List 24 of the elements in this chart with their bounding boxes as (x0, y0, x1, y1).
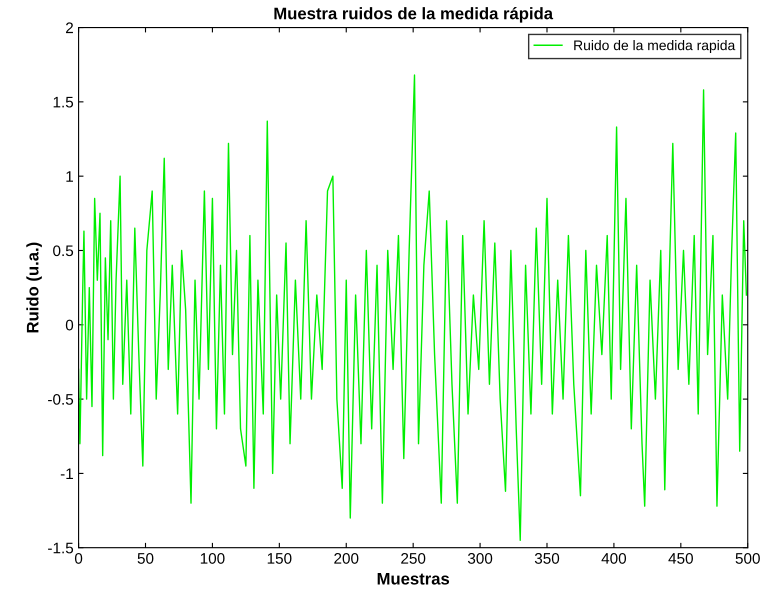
x-axis-title: Muestras (378, 573, 450, 585)
y-axis-title: Ruido (u.a.) (26, 242, 42, 332)
x-tick-label: 0 (74, 553, 82, 564)
x-tick-label: 450 (668, 553, 693, 564)
y-tick-label: -0.5 (48, 394, 74, 405)
y-tick-label: 2 (66, 22, 73, 34)
y-tick-label: -1.5 (48, 542, 74, 554)
chart-title: Muestra ruidos de la medida rápida (274, 6, 554, 23)
y-tick-label: 1 (66, 171, 73, 182)
y-tick-label: 0.5 (53, 245, 74, 256)
y-tick-label: 1.5 (54, 96, 74, 108)
x-tick-label: 150 (268, 553, 292, 564)
x-tick-label: 50 (138, 553, 154, 564)
x-tick-label: 500 (736, 553, 760, 564)
y-tick-label: 0 (66, 320, 74, 330)
x-tick-label: 350 (534, 553, 560, 564)
legend-label: Ruido de la medida rapida (574, 40, 736, 53)
line-series (78, 74, 748, 542)
x-tick-label: 200 (334, 553, 358, 564)
x-tick-label: 400 (602, 553, 626, 564)
x-tick-label: 300 (468, 553, 492, 564)
x-tick-label: 100 (200, 553, 225, 564)
x-tick-label: 250 (401, 553, 426, 564)
y-tick-label: -1 (60, 468, 73, 479)
